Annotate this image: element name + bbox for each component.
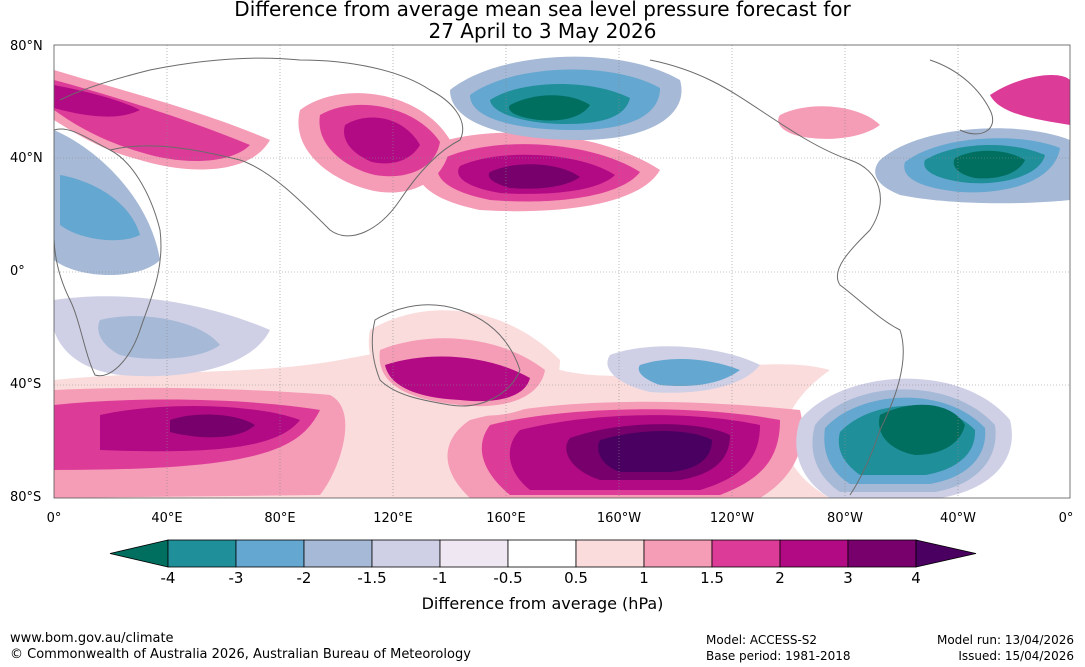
- colorbar-tick: 0.5: [564, 569, 588, 587]
- lon-label-40e: 40°E: [151, 511, 183, 526]
- map-frame: [53, 44, 1071, 499]
- east-asia-positive: [54, 70, 1070, 193]
- colorbar-tick: 4: [911, 569, 921, 587]
- colorbar-segment: [167, 539, 237, 568]
- colorbar-label: Difference from average (hPa): [421, 594, 664, 613]
- map-title-line1: Difference from average mean sea level p…: [234, 0, 851, 21]
- colorbar-segment: [303, 539, 373, 568]
- southern-ocean-positive-band: [54, 344, 830, 498]
- colorbar-segment: [643, 539, 713, 568]
- colorbar-segment: [711, 539, 781, 568]
- lon-label-0-right: 0°: [1058, 511, 1074, 526]
- colorbar-tick: 1.5: [700, 569, 724, 587]
- lat-label-80s: 80°S: [10, 490, 42, 505]
- lon-label-80e: 80°E: [264, 511, 296, 526]
- footer-model-run: Model run: 13/04/2026: [936, 633, 1074, 647]
- colorbar-segment: [575, 539, 645, 568]
- greenland-coastline: [929, 59, 994, 135]
- colorbar-arrow-high: [915, 539, 977, 568]
- north-pacific-positive: [415, 132, 660, 212]
- australia-coastline: [371, 304, 521, 407]
- lat-label-40n: 40°N: [10, 151, 43, 166]
- graticule: [54, 45, 1070, 498]
- colorbar-tick: 3: [843, 569, 853, 587]
- lon-label-160w: 160°W: [596, 511, 642, 526]
- colorbar-segment: [371, 539, 441, 568]
- anomaly-field: [54, 45, 1070, 498]
- colorbar-segment: [507, 539, 577, 568]
- americas-coastline: [649, 59, 904, 496]
- footer-base-period: Base period: 1981-2018: [706, 649, 851, 663]
- colorbar-segment: [779, 539, 849, 568]
- footer-issued: Issued: 15/04/2026: [958, 649, 1074, 663]
- colorbar-segment: [235, 539, 305, 568]
- colorbar-segment: [847, 539, 917, 568]
- colorbar-tick: -0.5: [493, 569, 523, 587]
- colorbar-segment: [439, 539, 509, 568]
- colorbar-tick: -1.5: [357, 569, 387, 587]
- lon-label-120w: 120°W: [709, 511, 755, 526]
- australia-positive: [368, 310, 560, 416]
- lon-label-0-left: 0°: [46, 511, 62, 526]
- lon-label-120e: 120°E: [373, 511, 413, 526]
- colorbar-tick: 1: [639, 569, 649, 587]
- lat-label-40s: 40°S: [10, 377, 42, 392]
- colorbar-tick: 2: [775, 569, 785, 587]
- northern-negative: [54, 56, 1070, 377]
- map-title-line2: 27 April to 3 May 2026: [428, 19, 657, 43]
- lat-label-0: 0°: [10, 264, 25, 279]
- footer-copyright: © Commonwealth of Australia 2026, Austra…: [10, 647, 471, 662]
- colorbar-tick: -2: [296, 569, 312, 587]
- eurasia-coastline: [59, 57, 464, 237]
- colorbar-tick: -1: [432, 569, 448, 587]
- footer-website: www.bom.gov.au/climate: [10, 631, 174, 646]
- lat-label-80n: 80°N: [10, 39, 43, 54]
- colorbar-tick: -3: [228, 569, 244, 587]
- lon-label-40w: 40°W: [940, 511, 976, 526]
- colorbar-tick: -4: [160, 569, 176, 587]
- coastlines: [54, 57, 994, 496]
- footer-model: Model: ACCESS-S2: [706, 633, 818, 647]
- lon-label-80w: 80°W: [827, 511, 863, 526]
- colorbar-arrow-low: [109, 539, 169, 568]
- lon-label-160e: 160°E: [486, 511, 526, 526]
